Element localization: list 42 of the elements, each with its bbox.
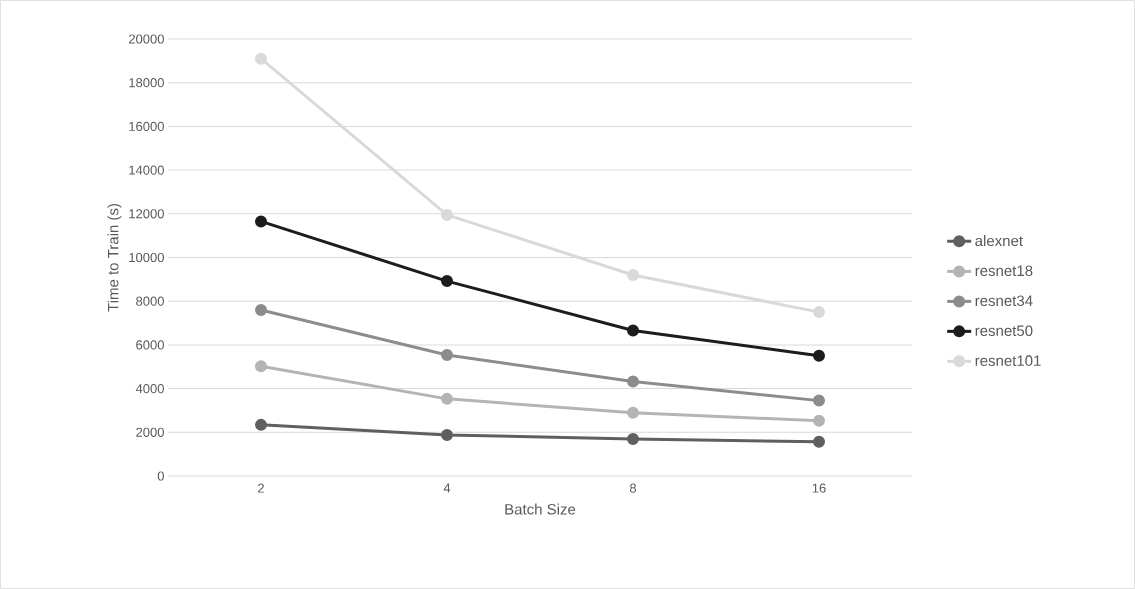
x-axis-title: Batch Size <box>505 503 576 515</box>
y-tick-label: 12000 <box>129 209 164 219</box>
point <box>441 275 453 288</box>
point <box>627 433 639 446</box>
point <box>627 324 639 337</box>
point <box>813 394 826 407</box>
y-axis-title: Time to Train (s) <box>107 203 122 312</box>
y-tick-label: 6000 <box>136 340 164 350</box>
x-tick-label: 2 <box>258 483 264 493</box>
point <box>813 349 826 362</box>
legend-label: resnet101 <box>975 355 1041 366</box>
legend-label: resnet34 <box>975 295 1033 307</box>
point <box>255 303 267 316</box>
x-tick-label: 16 <box>812 483 826 493</box>
x-tick-label: 8 <box>629 483 637 493</box>
point <box>627 268 639 281</box>
legend-label: resnet50 <box>975 325 1033 336</box>
legend-label: alexnet <box>975 235 1023 247</box>
point <box>255 360 267 373</box>
point <box>255 418 267 431</box>
y-tick-label: 10000 <box>129 252 164 263</box>
point <box>813 414 826 427</box>
x-tick-label: 4 <box>443 483 451 493</box>
point <box>441 392 453 405</box>
y-tick-label: 18000 <box>129 78 164 88</box>
point <box>627 406 639 419</box>
y-tick-label: 16000 <box>129 121 164 131</box>
point <box>813 306 826 319</box>
point <box>813 435 826 448</box>
point <box>441 428 453 441</box>
legend-label: resnet18 <box>975 265 1033 277</box>
point <box>255 52 267 65</box>
y-tick-label: 2000 <box>136 427 164 437</box>
point <box>255 215 267 228</box>
y-tick-label: 14000 <box>129 165 164 175</box>
point <box>627 375 639 388</box>
y-tick-label: 20000 <box>128 34 164 44</box>
y-tick-label: 8000 <box>136 296 164 306</box>
y-tick-label: 0 <box>157 471 164 481</box>
point <box>441 348 453 361</box>
point <box>441 208 453 221</box>
y-tick-label: 4000 <box>135 383 164 394</box>
